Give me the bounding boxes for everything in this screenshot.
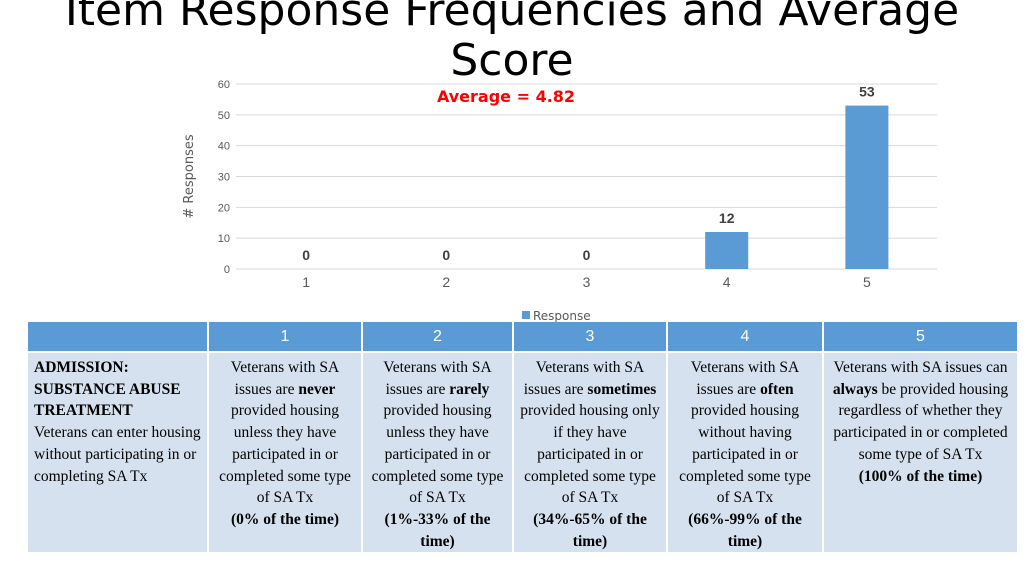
row-header-text: Veterans can enter housing without parti…	[34, 424, 201, 485]
cell-text: Veterans with SA issues are	[523, 359, 645, 398]
y-tick-label: 10	[218, 233, 230, 245]
cell-text: provided housing unless they have partic…	[219, 402, 351, 507]
cell-text: provided housing only if they have parti…	[520, 402, 660, 507]
rubric-cell: Veterans with SA issues are rarely provi…	[362, 352, 514, 553]
rubric-cell: Veterans with SA issues are sometimes pr…	[513, 352, 668, 553]
data-label: 12	[719, 210, 735, 226]
x-tick-label: 4	[723, 274, 731, 290]
y-tick-label: 30	[218, 172, 230, 184]
cell-text: be provided housing regardless of whethe…	[833, 380, 1009, 463]
table-header-cell: 1	[208, 322, 363, 353]
rubric-cell: Veterans with SA issues are often provid…	[667, 352, 824, 553]
rubric-table: 1 2 3 4 5 ADMISSION: SUBSTANCE ABUSE TRE…	[28, 322, 1019, 553]
x-tick-label: 1	[302, 274, 310, 290]
legend-swatch	[522, 311, 530, 319]
table-header-cell: 5	[823, 322, 1019, 353]
cell-text: provided housing unless they have partic…	[371, 402, 504, 507]
cell-keyword: rarely	[449, 380, 490, 398]
cell-keyword: never	[298, 380, 336, 398]
cell-percent: (34%-65% of the time)	[533, 510, 647, 550]
rubric-cell: Veterans with SA issues are never provid…	[208, 352, 363, 553]
cell-keyword: sometimes	[587, 380, 657, 398]
y-tick-label: 40	[218, 141, 230, 153]
cell-text: Veterans with SA issues can	[833, 359, 1008, 376]
cell-text: provided housing without having particip…	[679, 402, 811, 507]
cell-percent: (66%-99% of the time)	[688, 510, 802, 550]
cell-keyword: often	[760, 380, 794, 398]
table-header-cell: 2	[362, 322, 514, 353]
row-header-cell: ADMISSION: SUBSTANCE ABUSE TREATMENT Vete…	[28, 352, 209, 553]
average-label: Average = 4.82	[437, 87, 575, 106]
row-header-title: ADMISSION: SUBSTANCE ABUSE TREATMENT	[34, 359, 181, 420]
data-label: 0	[302, 247, 310, 263]
cell-text: Veterans with SA issues are	[383, 359, 492, 398]
data-label: 53	[859, 84, 875, 100]
x-tick-label: 2	[442, 274, 450, 290]
cell-keyword: always	[832, 380, 878, 398]
data-label: 0	[442, 247, 450, 263]
cell-percent: (100% of the time)	[858, 467, 983, 485]
y-axis-label: # Responses	[182, 134, 197, 218]
y-tick-label: 20	[218, 202, 230, 214]
table-header-cell: 4	[667, 322, 824, 353]
table-header-cell	[28, 322, 209, 353]
cell-percent: (0% of the time)	[230, 510, 340, 528]
bar	[705, 232, 749, 269]
y-tick-label: 0	[224, 264, 230, 276]
legend-label: Response	[533, 309, 591, 322]
cell-text: Veterans with SA issues are	[690, 359, 800, 398]
slide-title: Item Response Frequencies and Average Sc…	[64, 0, 960, 86]
table-row: ADMISSION: SUBSTANCE ABUSE TREATMENT Vete…	[28, 352, 1019, 553]
table-header-row: 1 2 3 4 5	[28, 322, 1019, 353]
table-header-cell: 3	[513, 322, 668, 353]
y-tick-label: 50	[218, 110, 230, 122]
rubric-cell: Veterans with SA issues can always be pr…	[823, 352, 1019, 553]
x-tick-label: 3	[583, 274, 591, 290]
bar	[845, 105, 889, 269]
x-tick-label: 5	[863, 274, 871, 290]
data-label: 0	[583, 247, 591, 263]
cell-text: Veterans with SA issues are	[230, 359, 340, 398]
y-tick-label: 60	[218, 79, 230, 91]
cell-percent: (1%-33% of the time)	[384, 510, 491, 550]
